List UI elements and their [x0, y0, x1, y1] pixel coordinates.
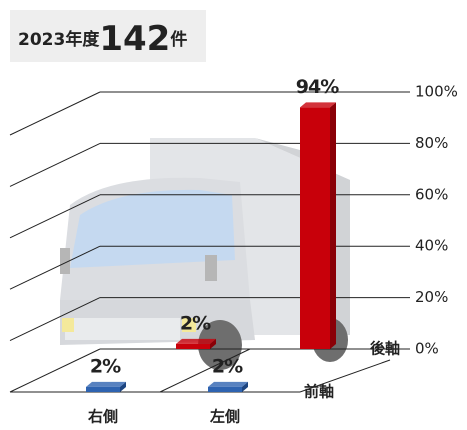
floor-line: [159, 348, 251, 393]
bar-top: [208, 381, 248, 387]
y-tick-label: 20%: [415, 288, 448, 306]
title-unit: 件: [170, 29, 187, 50]
y-tick-label: 60%: [415, 185, 448, 203]
grid-line: [9, 194, 101, 239]
floor-line: [299, 359, 391, 393]
bar-top: [86, 381, 126, 387]
grid-line: [9, 297, 101, 342]
value-label: 2%: [90, 355, 121, 377]
grid-line: [9, 245, 101, 290]
title-year: 2023年度: [18, 29, 100, 50]
y-tick-label: 80%: [415, 134, 448, 152]
grid-line: [9, 142, 101, 187]
bar: [176, 343, 210, 349]
bar-side: [210, 338, 216, 349]
bar-top: [300, 102, 336, 108]
bar-side: [120, 381, 126, 392]
title-count: 142: [99, 19, 170, 59]
grid-line: [9, 348, 101, 393]
y-tick-label: 40%: [415, 237, 448, 255]
y-tick-label: 100%: [415, 83, 458, 101]
value-label: 94%: [296, 76, 339, 98]
x-tick-label: 右側: [88, 408, 118, 426]
x-tick-label: 左側: [209, 408, 240, 426]
chart-title: 2023年度142件: [18, 19, 187, 59]
bar-side: [242, 381, 248, 392]
value-label: 2%: [212, 355, 243, 377]
bar-side: [330, 102, 336, 349]
bar-top: [176, 338, 216, 344]
axle-label: 前軸: [304, 383, 334, 401]
value-label: 2%: [180, 312, 211, 334]
title-box: [10, 10, 206, 62]
bar: [208, 386, 242, 392]
bar: [300, 107, 330, 349]
y-tick-label: 0%: [415, 340, 439, 358]
axle-label: 後軸: [369, 340, 400, 358]
grid-line: [9, 91, 101, 136]
bar: [86, 386, 120, 392]
